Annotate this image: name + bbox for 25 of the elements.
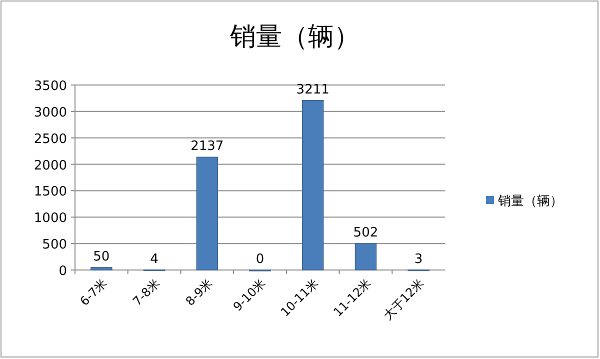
- data-label: 502: [353, 225, 378, 240]
- y-tick-label: 3500: [34, 79, 67, 94]
- legend-label: 销量（辆）: [497, 194, 563, 209]
- bar: [90, 267, 112, 270]
- y-tick-label: 500: [42, 238, 67, 253]
- x-tick-label: 7-8米: [130, 276, 162, 308]
- y-tick-label: 2500: [34, 132, 67, 147]
- data-label: 50: [93, 249, 110, 264]
- data-label: 3: [414, 252, 423, 267]
- y-tick-label: 0: [58, 264, 67, 279]
- x-tick-label: 大于12米: [380, 276, 427, 322]
- data-label: 3211: [296, 82, 330, 98]
- y-tick-label: 1500: [34, 184, 67, 200]
- x-tick-label: 8-9米: [183, 276, 216, 308]
- data-label: 4: [150, 252, 158, 267]
- data-label: 0: [256, 252, 264, 267]
- y-tick-label: 1000: [34, 211, 67, 226]
- x-tick-label: 6-7米: [77, 276, 110, 308]
- bar: [302, 100, 324, 270]
- y-tick-label: 2000: [34, 158, 67, 174]
- bar: [354, 243, 377, 270]
- bar: [196, 156, 218, 270]
- data-label: 2137: [190, 139, 224, 154]
- chart-title: 销量（辆）: [229, 22, 360, 52]
- y-tick-label: 3000: [34, 105, 67, 120]
